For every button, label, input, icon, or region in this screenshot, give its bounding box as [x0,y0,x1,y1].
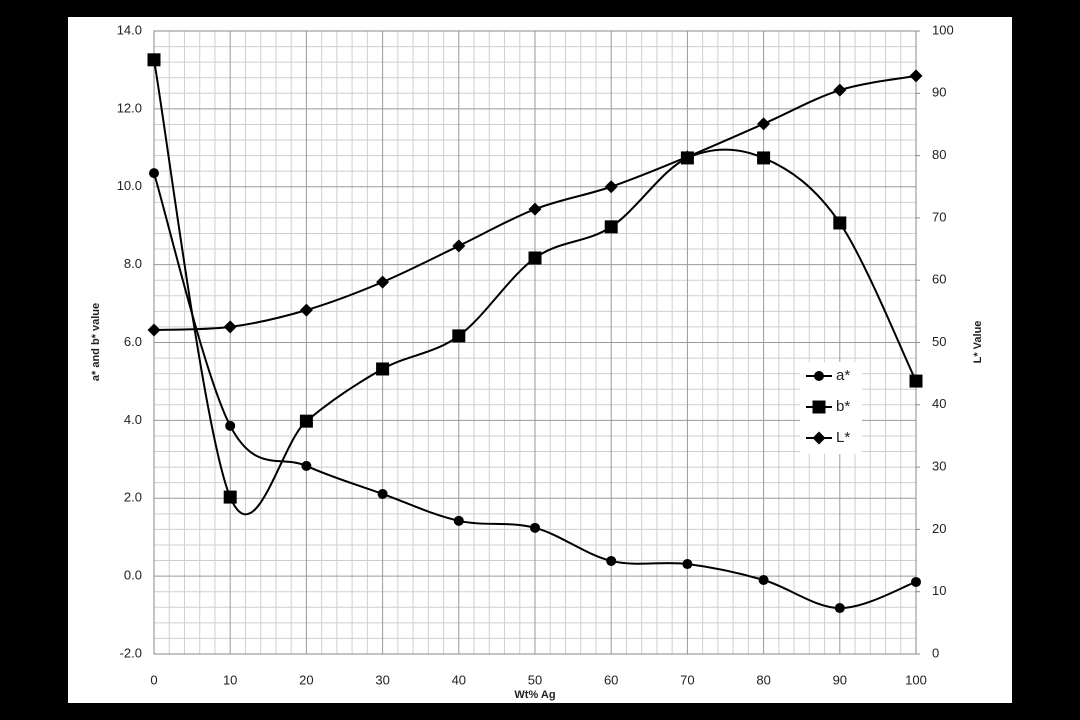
marker [528,251,542,265]
marker [452,329,466,343]
x-tick-label: 20 [299,672,313,687]
x-tick-label: 0 [150,672,157,687]
marker [682,559,693,570]
legend-marker [812,431,826,445]
marker [833,216,847,230]
marker [758,575,769,586]
legend-marker [812,400,826,414]
y2-tick-label: 0 [932,645,939,660]
y2-tick-label: 50 [932,334,946,349]
x-tick-label: 60 [604,672,618,687]
marker [147,53,161,67]
y2-tick-label: 80 [932,147,946,162]
y-tick-label: 0.0 [124,568,142,583]
y2-axis-title: L* Value [972,321,984,364]
y-tick-label: 4.0 [124,412,142,427]
x-tick-label: 100 [905,672,927,687]
marker [301,460,312,471]
y2-tick-label: 90 [932,85,946,100]
marker [376,275,390,289]
y-tick-label: -2.0 [120,645,142,660]
marker [223,320,237,334]
marker [223,490,237,504]
y2-tick-label: 70 [932,209,946,224]
marker [377,488,388,499]
marker [606,555,617,566]
marker [909,69,923,83]
y2-tick-label: 20 [932,521,946,536]
marker [604,220,618,234]
marker [453,515,464,526]
y2-tick-label: 40 [932,396,946,411]
y-axis-title: a* and b* value [90,303,102,381]
y-tick-label: 12.0 [117,100,142,115]
marker [757,151,771,165]
marker [376,362,390,376]
marker [149,168,159,179]
legend-label: b* [836,398,850,415]
y2-tick-label: 10 [932,583,946,598]
x-tick-label: 30 [375,672,389,687]
y2-tick-label: 30 [932,459,946,474]
x-axis-title: Wt% Ag [514,689,555,701]
legend-marker [814,371,824,381]
legend-label: L* [836,429,850,446]
x-tick-label: 50 [528,672,542,687]
y-tick-label: 2.0 [124,490,142,505]
marker [530,522,540,533]
marker [833,83,847,97]
legend: a* b* L* [800,362,862,454]
plot-frame [153,30,917,655]
y-tick-label: 8.0 [124,256,142,271]
y-tick-label: 10.0 [117,178,142,193]
marker [528,202,542,216]
x-tick-label: 40 [452,672,466,687]
x-tick-label: 80 [756,672,770,687]
x-tick-label: 70 [680,672,694,687]
marker [225,420,236,431]
marker [911,576,921,587]
grid [153,30,917,655]
marker [680,150,694,164]
series-line [153,172,917,610]
x-tick-label: 10 [223,672,237,687]
marker [834,603,845,614]
y2-tick-label: 100 [932,22,954,37]
marker [299,303,313,317]
y2-tick-label: 60 [932,272,946,287]
legend-label: a* [836,367,850,384]
marker [299,414,313,428]
marker [147,323,161,337]
marker [757,117,771,131]
x-tick-label: 90 [833,672,847,687]
marker [909,374,923,388]
marker [452,239,466,253]
marker [604,180,618,194]
y-tick-label: 14.0 [117,22,142,37]
y-tick-label: 6.0 [124,334,142,349]
